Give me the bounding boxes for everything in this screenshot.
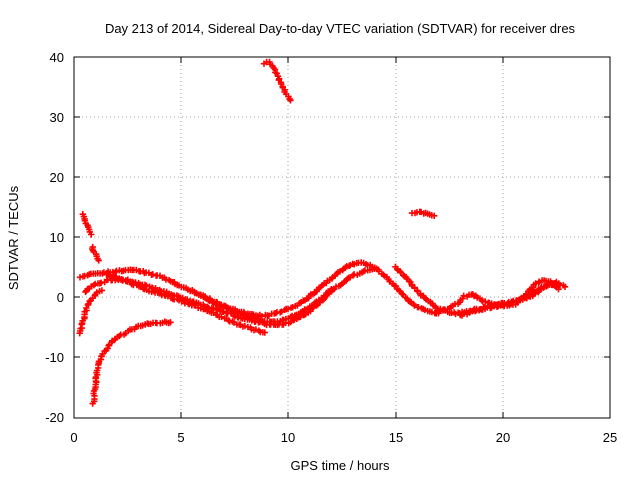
y-tick-label: 0	[57, 290, 64, 305]
data-point	[98, 287, 106, 294]
data-point	[258, 313, 266, 320]
y-tick-label: 20	[50, 170, 64, 185]
y-tick-marks	[74, 116, 610, 358]
x-tick-marks	[180, 57, 504, 418]
data-point	[95, 257, 102, 264]
data-point	[505, 300, 512, 307]
data-point	[478, 297, 485, 304]
data-point	[116, 332, 123, 340]
data-point	[88, 231, 95, 238]
x-tick-label: 15	[389, 430, 403, 445]
y-tick-label: 40	[50, 50, 64, 65]
data-point	[398, 290, 406, 297]
chart-title: Day 213 of 2014, Sidereal Day-to-day VTE…	[105, 21, 576, 36]
data-point	[225, 317, 232, 324]
x-tick-label: 25	[603, 430, 617, 445]
x-tick-label: 0	[70, 430, 77, 445]
data-point	[535, 278, 543, 285]
data-point	[482, 298, 489, 305]
y-tick-labels: -20 -10 0 10 20 30 40	[45, 50, 64, 425]
data-point	[328, 286, 335, 293]
data-point	[436, 307, 444, 314]
grid-lines	[74, 57, 610, 418]
data-point	[287, 97, 294, 104]
data-point	[167, 319, 174, 326]
data-point	[261, 329, 268, 336]
data-point	[76, 274, 84, 281]
data-point	[112, 273, 120, 281]
data-point	[284, 305, 292, 313]
data-point	[561, 283, 569, 290]
x-tick-label: 10	[281, 430, 295, 445]
data-point	[555, 286, 562, 293]
data-point	[256, 317, 264, 324]
y-tick-label: 30	[50, 110, 64, 125]
y-tick-label: -10	[45, 350, 64, 365]
y-tick-label: 10	[50, 230, 64, 245]
x-tick-label: 5	[177, 430, 184, 445]
data-point	[415, 304, 422, 311]
data-point	[86, 298, 93, 305]
x-tick-label: 20	[496, 430, 510, 445]
data-point	[371, 265, 378, 272]
y-tick-label: -20	[45, 410, 64, 425]
data-point	[460, 292, 467, 299]
data-point	[553, 278, 560, 286]
data-point	[252, 326, 260, 333]
data-point	[431, 212, 438, 219]
x-tick-labels: 0 5 10 15 20 25	[70, 430, 617, 445]
data-markers	[76, 58, 569, 407]
data-point	[272, 310, 279, 317]
data-point	[435, 308, 443, 315]
x-axis-label: GPS time / hours	[291, 458, 390, 473]
data-point	[90, 282, 98, 289]
data-point	[149, 271, 156, 278]
y-axis-label: SDTVAR / TECUs	[6, 185, 21, 290]
